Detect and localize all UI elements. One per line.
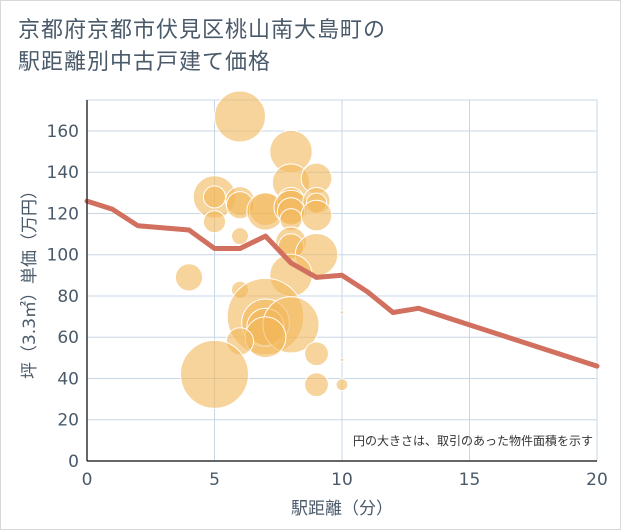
- bubble-point: [300, 199, 333, 232]
- size-annotation: 円の大きさは、取引のあった物件面積を示す: [353, 433, 593, 448]
- y-tick-label: 160: [47, 122, 79, 142]
- average-price-line: [84, 198, 600, 369]
- bubble-point: [335, 378, 349, 392]
- y-tick-label: 20: [57, 411, 79, 431]
- x-tick-label: 5: [209, 470, 220, 490]
- bubble-point: [304, 372, 329, 398]
- bubble-point: [180, 339, 249, 409]
- bubble-point: [202, 210, 227, 234]
- bubble-point: [174, 263, 204, 292]
- grid-lines: [86, 99, 598, 462]
- bubble-point: [231, 227, 249, 246]
- x-axis-label: 駅距離（分）: [291, 499, 393, 519]
- bubble-point: [214, 90, 266, 143]
- x-tick-label: 0: [82, 470, 93, 490]
- x-tick-label: 20: [586, 470, 608, 490]
- axes-layer: 0 20 40 60 80 100 120 140 160 0 5 10 15 20 駅距離（分） 坪（3.3…: [20, 100, 608, 519]
- bubble-point: [339, 310, 345, 315]
- chart-title: 京都府京都市伏見区桃山南大島町の 駅距離別中古戸建て価格: [18, 15, 386, 79]
- bubble-layer: [174, 90, 349, 409]
- y-tick-label: 100: [47, 246, 79, 266]
- line-layer: [84, 198, 600, 369]
- y-tick-label: 140: [47, 163, 79, 183]
- y-tick-label: 60: [57, 328, 79, 348]
- y-tick-label: 40: [57, 369, 79, 389]
- bubble-point: [304, 341, 329, 367]
- y-axis-label: 坪（3.3㎡）単価（万円）: [20, 182, 40, 379]
- y-tick-label: 80: [57, 287, 79, 307]
- title-line-2: 駅距離別中古戸建て価格: [18, 50, 272, 75]
- x-tick-label: 10: [331, 470, 353, 490]
- title-line-1: 京都府京都市伏見区桃山南大島町の: [18, 18, 387, 43]
- bubble-point: [202, 185, 227, 209]
- x-tick-label: 15: [459, 470, 481, 490]
- bubble-point: [339, 357, 345, 363]
- y-tick-label: 0: [68, 452, 79, 472]
- y-tick-label: 120: [47, 204, 79, 224]
